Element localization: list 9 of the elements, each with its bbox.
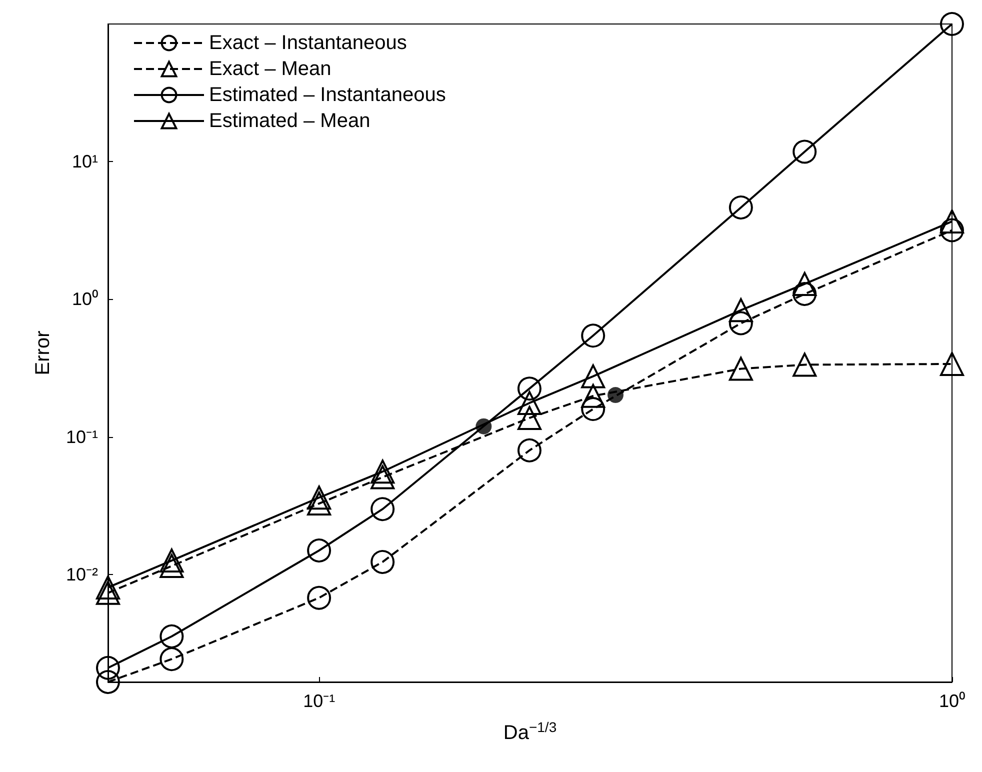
y-tick-label: 10¹ xyxy=(72,152,98,172)
legend-label: Exact – Instantaneous xyxy=(209,32,407,54)
y-axis-title: Error xyxy=(32,330,54,376)
y-tick-label: 10⁻² xyxy=(66,564,98,584)
y-tick-label: 10⁰ xyxy=(72,289,98,310)
legend-label: Estimated – Mean xyxy=(209,110,370,132)
y-tick-label: 10⁻¹ xyxy=(66,426,98,447)
legend-label: Exact – Mean xyxy=(209,58,332,80)
legend-label: Estimated – Instantaneous xyxy=(209,84,446,106)
